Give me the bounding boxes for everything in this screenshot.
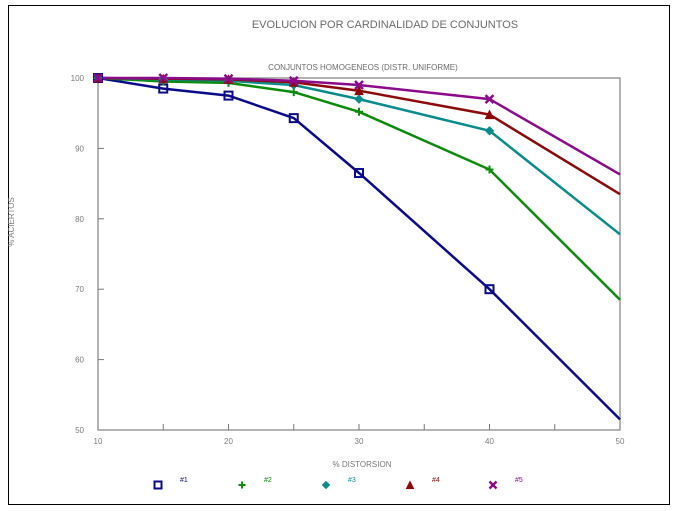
legend-marker-4 — [407, 482, 414, 489]
series-markers — [94, 74, 494, 293]
y-axis-label: % ACIERTOS — [7, 197, 16, 247]
y-axis: 50 60 70 80 90 100 — [71, 74, 104, 435]
chart-title: EVOLUCION POR CARDINALIDAD DE CONJUNTOS — [252, 19, 518, 31]
y-tick-label: 90 — [75, 144, 84, 153]
legend-label-2: #2 — [264, 477, 272, 484]
y-tick-label: 70 — [75, 285, 84, 294]
y-tick-label: 60 — [75, 356, 84, 365]
data-point-series-3 — [355, 95, 363, 103]
legend-label-3: #3 — [348, 477, 356, 484]
data-point-series-2 — [355, 108, 363, 116]
x-tick-label: 20 — [224, 437, 233, 446]
series-lines — [98, 78, 620, 419]
y-tick-label: 100 — [71, 74, 85, 83]
x-axis-label: % DISTORSION — [333, 460, 392, 469]
legend-label-5: #5 — [515, 477, 523, 484]
chart-subtitle: CONJUNTOS HOMOGENEOS (DISTR. UNIFORME) — [268, 63, 458, 72]
legend-label-4: #4 — [432, 477, 440, 484]
x-tick-label: 30 — [355, 437, 364, 446]
legend-label-1: #1 — [180, 477, 188, 484]
legend-marker-3 — [323, 482, 330, 489]
legend: #1 #2 #3 #4 #5 — [155, 477, 523, 489]
y-tick-label: 80 — [75, 215, 84, 224]
x-axis: 10 20 30 40 50 — [94, 424, 625, 446]
legend-marker-1 — [155, 482, 162, 489]
x-tick-label: 40 — [485, 437, 494, 446]
plot-area — [98, 78, 620, 430]
x-tick-label: 50 — [616, 437, 625, 446]
y-tick-label: 50 — [75, 426, 84, 435]
legend-marker-2 — [239, 482, 246, 489]
legend-marker-5 — [490, 482, 497, 489]
x-tick-label: 10 — [94, 437, 103, 446]
